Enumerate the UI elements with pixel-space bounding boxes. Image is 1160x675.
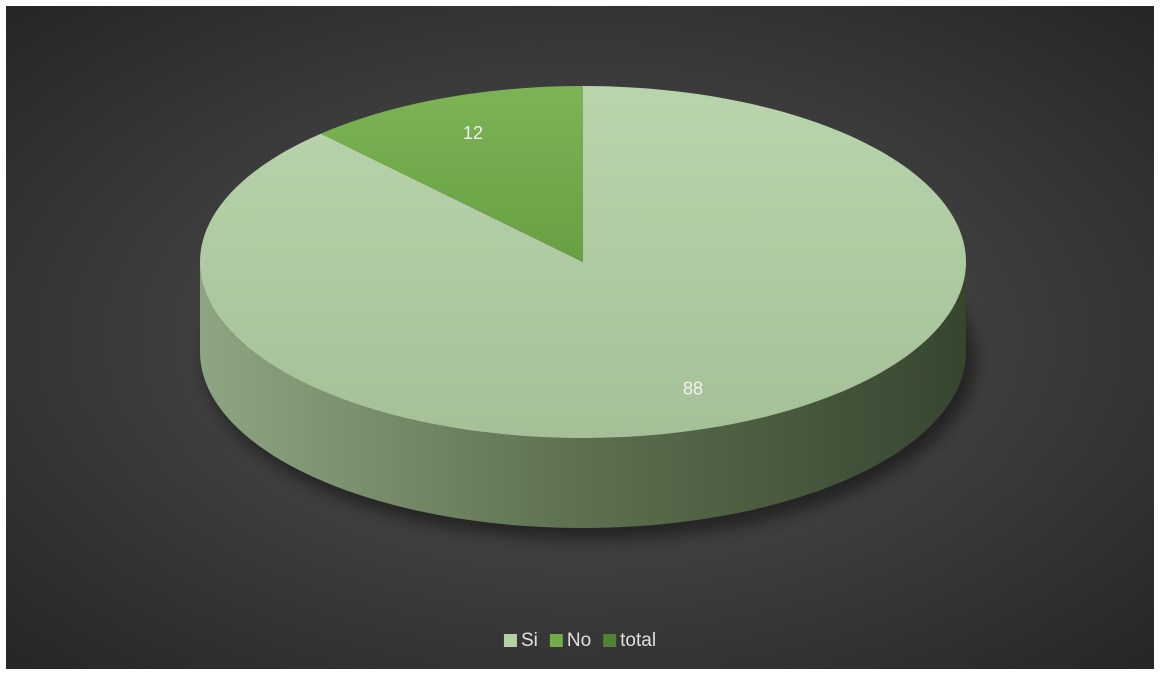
data-label: 12 xyxy=(463,123,483,143)
legend-label: total xyxy=(620,630,656,651)
legend-swatch xyxy=(603,634,617,647)
legend-label: No xyxy=(567,630,591,651)
slice-shade xyxy=(320,86,583,262)
data-label: 88 xyxy=(683,378,703,398)
legend: Si No total xyxy=(503,630,656,651)
legend-swatch xyxy=(503,634,517,647)
pie: 88 12 xyxy=(200,86,966,528)
slice-side xyxy=(200,262,966,528)
legend-swatch xyxy=(549,634,563,647)
legend-label: Si xyxy=(521,630,538,651)
slice-shade xyxy=(200,86,966,438)
